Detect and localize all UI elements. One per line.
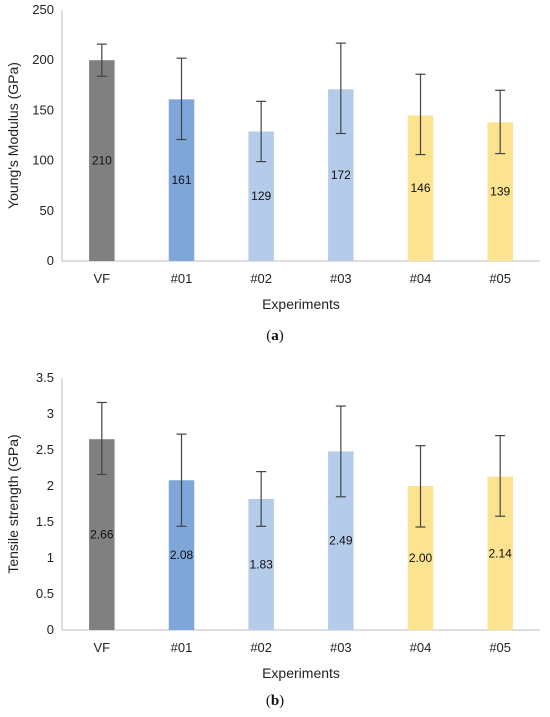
data-label: 129 [251, 189, 271, 203]
x-tick-label: #02 [250, 271, 272, 286]
x-tick-label: #05 [489, 271, 511, 286]
data-label: 139 [490, 185, 510, 199]
y-axis-title: Tensile strength (GPa) [5, 434, 21, 573]
y-tick-label: 0.5 [36, 586, 54, 601]
panel-a-caption: (a) [266, 328, 284, 344]
y-tick-label: 3.5 [36, 370, 54, 385]
y-tick-label: 0 [47, 253, 54, 268]
x-tick-label: #01 [171, 640, 193, 655]
y-tick-label: 100 [32, 153, 54, 168]
data-label: 1.83 [249, 557, 273, 571]
bar [89, 60, 115, 262]
data-label: 161 [171, 173, 191, 187]
x-axis-title: Experiments [262, 296, 340, 312]
data-label: 2.66 [90, 528, 114, 542]
data-label: 2.14 [488, 546, 512, 560]
data-label: 146 [410, 181, 430, 195]
data-label: 2.08 [170, 548, 194, 562]
y-tick-label: 2.5 [36, 442, 54, 457]
y-tick-label: 2 [47, 478, 54, 493]
x-tick-label: #03 [330, 271, 352, 286]
x-tick-label: #01 [171, 271, 193, 286]
x-tick-label: #03 [330, 640, 352, 655]
tensile-strength-chart: Tensile strength (GPa) 0 0.5 1 1.5 2 2.5 3 3.5 2.… [5, 370, 540, 681]
data-label: 2.49 [329, 534, 353, 548]
chart-panel-a: Young's Modulus (GPa) 0 50 100 150 200 250 210 V… [0, 0, 550, 355]
x-tick-label: VF [94, 640, 111, 655]
x-tick-label: #05 [489, 640, 511, 655]
x-axis-title: Experiments [262, 665, 340, 681]
x-tick-label: #04 [410, 640, 432, 655]
x-tick-label: #02 [250, 640, 272, 655]
y-tick-label: 200 [32, 52, 54, 67]
y-tick-label: 50 [40, 203, 54, 218]
y-tick-label: 150 [32, 102, 54, 117]
y-tick-label: 1.5 [36, 514, 54, 529]
y-tick-label: 1 [47, 550, 54, 565]
panel-b-caption: (b) [265, 693, 285, 709]
y-axis-title: Young's Modulus (GPa) [5, 62, 21, 209]
chart-panel-b: Tensile strength (GPa) 0 0.5 1 1.5 2 2.5 3 3.5 2.… [0, 360, 550, 717]
x-tick-label: VF [94, 271, 111, 286]
y-tick-label: 3 [47, 406, 54, 421]
y-tick-label: 250 [32, 2, 54, 17]
data-label: 172 [331, 168, 351, 182]
data-label: 2.00 [409, 551, 433, 565]
x-tick-label: #04 [410, 271, 432, 286]
youngs-modulus-chart: Young's Modulus (GPa) 0 50 100 150 200 250 210 V… [5, 2, 540, 312]
data-label: 210 [92, 154, 112, 168]
y-tick-label: 0 [47, 622, 54, 637]
